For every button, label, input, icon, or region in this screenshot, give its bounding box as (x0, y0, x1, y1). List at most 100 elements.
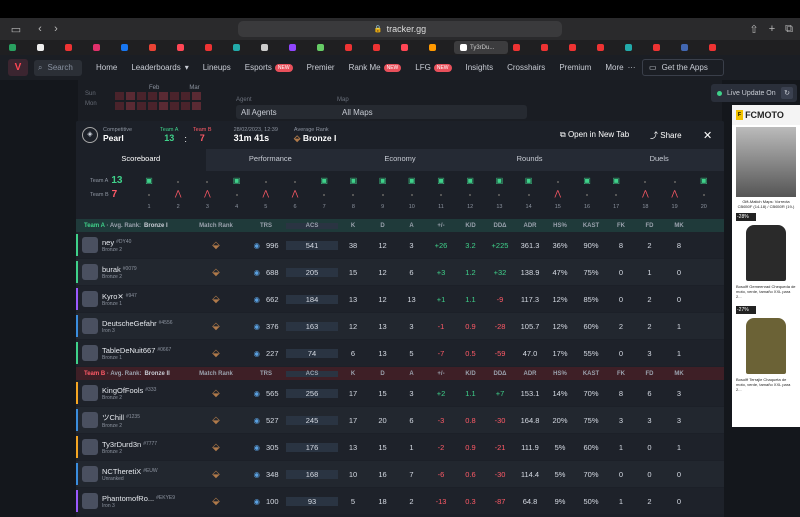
browser-tab[interactable] (34, 41, 60, 54)
player-name[interactable]: NCTheretiX (102, 466, 142, 476)
player-row[interactable]: NCTheretiX #EUW Unranked ⬙ ◉ 348 168 10 16 7 -6 0.6… (76, 461, 724, 488)
player-cell[interactable]: Ty3rDurd3n #7777 Bronze 2 (76, 436, 186, 458)
heatmap-cell[interactable] (115, 92, 124, 100)
heatmap-cell[interactable] (126, 102, 135, 110)
column-header-a[interactable]: A (409, 370, 414, 377)
browser-tab[interactable] (622, 41, 648, 54)
browser-tab[interactable] (6, 41, 32, 54)
column-header-fk[interactable]: FK (617, 222, 625, 229)
browser-tab[interactable] (706, 41, 732, 54)
browser-tab[interactable] (202, 41, 228, 54)
column-header-pm[interactable]: +/- (437, 370, 445, 377)
player-row[interactable]: DeutscheGefahr #4556 Iron 3 ⬙ ◉ 376 163 12 13 3 -1… (76, 313, 724, 340)
heatmap-cell[interactable] (192, 92, 201, 100)
forward-icon[interactable]: › (54, 23, 58, 35)
column-header-k[interactable]: K (350, 370, 356, 377)
open-new-tab-button[interactable]: ⧉ Open in New Tab (560, 130, 629, 140)
column-header-d[interactable]: D (380, 222, 385, 229)
player-row[interactable]: Kyro✕ #947 Bronze 1 ⬙ ◉ 662 184 13 12 13 +1 1.1 -9 11… (76, 286, 724, 313)
column-header-acs[interactable]: ACS (286, 370, 338, 377)
player-cell[interactable]: TableDeNuit667 #0667 Bronze 1 (76, 342, 186, 364)
column-header-d[interactable]: D (380, 370, 385, 377)
sidebar-toggle-icon[interactable]: ▭ (10, 23, 22, 36)
column-header-pm[interactable]: +/- (437, 222, 445, 229)
player-name[interactable]: KingOfFools (102, 385, 144, 395)
browser-tab[interactable] (510, 41, 536, 54)
player-name[interactable]: DeutscheGefahr (102, 318, 157, 328)
column-header-a[interactable]: A (409, 222, 414, 229)
player-cell[interactable]: DeutscheGefahr #4556 Iron 3 (76, 315, 186, 337)
live-update-toggle[interactable]: Live Update On ↻ (711, 84, 797, 102)
search-input[interactable]: ⌕ Search (34, 59, 82, 76)
player-name[interactable]: burak (102, 264, 121, 274)
browser-tab[interactable] (258, 41, 284, 54)
heatmap-cell[interactable] (137, 102, 146, 110)
column-header-mk[interactable]: MK (674, 370, 684, 377)
heatmap-cell[interactable] (170, 102, 179, 110)
browser-tab[interactable]: Ty3rDu... (454, 41, 508, 54)
nav-item-esports[interactable]: Esports NEW (245, 63, 293, 72)
column-header-hs[interactable]: HS% (553, 370, 567, 377)
player-name[interactable]: Ty3rDurd3n (102, 439, 142, 449)
browser-tab[interactable] (90, 41, 116, 54)
column-header-fk[interactable]: FK (617, 370, 625, 377)
player-cell[interactable]: KingOfFools #333 Bronze 2 (76, 382, 186, 404)
tab-rounds[interactable]: Rounds (516, 154, 543, 163)
nav-item-insights[interactable]: Insights (466, 63, 494, 72)
ad-jacket-image-1[interactable] (746, 225, 786, 281)
browser-tab[interactable] (398, 41, 424, 54)
browser-tab[interactable] (146, 41, 172, 54)
player-cell[interactable]: Kyro✕ #947 Bronze 1 (76, 288, 186, 310)
ad-product-image-1[interactable] (736, 127, 796, 197)
browser-tab[interactable] (286, 41, 312, 54)
player-name[interactable]: PhantomofRo... (102, 493, 155, 503)
player-name[interactable]: Kyro✕ (102, 291, 124, 301)
column-header-acs[interactable]: ACS (286, 222, 338, 229)
nav-item-premier[interactable]: Premier (307, 63, 335, 72)
player-cell[interactable]: burak #0079 Bronze 2 (76, 261, 186, 283)
browser-tab[interactable] (174, 41, 200, 54)
tab-performance[interactable]: Performance (248, 154, 292, 163)
tab-scoreboard[interactable]: Scoreboard (76, 149, 206, 171)
player-name[interactable]: ney (102, 237, 115, 247)
column-header-dda[interactable]: DDΔ (493, 222, 507, 229)
player-cell[interactable]: PhantomofRo... #EKYE9 Iron 3 (76, 490, 186, 512)
column-header-adr[interactable]: ADR (523, 222, 537, 229)
heatmap-cell[interactable] (115, 102, 124, 110)
column-header-trs[interactable]: TRS (260, 370, 272, 377)
player-cell[interactable]: ツChill #1235 Bronze 2 (76, 409, 186, 431)
refresh-icon[interactable]: ↻ (781, 87, 793, 99)
column-header-k[interactable]: K (350, 222, 356, 229)
column-header-kd[interactable]: K/D (465, 222, 476, 229)
nav-item-lfg[interactable]: LFG NEW (415, 63, 452, 72)
get-apps-button[interactable]: ▭ Get the Apps (642, 59, 724, 76)
browser-tab[interactable] (594, 41, 620, 54)
nav-item-more[interactable]: More ··· (605, 63, 635, 72)
heatmap-cell[interactable] (159, 92, 168, 100)
nav-item-home[interactable]: Home (96, 63, 117, 72)
nav-item-lineups[interactable]: Lineups (203, 63, 231, 72)
column-header-match-rank[interactable]: Match Rank (199, 370, 233, 377)
heatmap-cell[interactable] (170, 92, 179, 100)
browser-tab[interactable] (566, 41, 592, 54)
column-header-trs[interactable]: TRS (260, 222, 272, 229)
tracker-logo[interactable]: V (8, 59, 28, 76)
browser-tab[interactable] (62, 41, 88, 54)
column-header-fd[interactable]: FD (645, 370, 654, 377)
player-cell[interactable]: ney #DY40 Bronze 2 (76, 234, 186, 256)
heatmap-cell[interactable] (181, 92, 190, 100)
tab-economy[interactable]: Economy (384, 154, 416, 163)
column-header-hs[interactable]: HS% (553, 222, 567, 229)
browser-tab[interactable] (118, 41, 144, 54)
tab-duels[interactable]: Duels (649, 154, 669, 163)
browser-tab[interactable] (370, 41, 396, 54)
tab-overview-icon[interactable]: ⧉ (785, 22, 793, 35)
share-button[interactable]: ⤴ Share (650, 130, 682, 141)
heatmap-cell[interactable] (181, 102, 190, 110)
browser-tab[interactable] (538, 41, 564, 54)
share-icon[interactable]: ⇧ (749, 23, 759, 36)
player-cell[interactable]: NCTheretiX #EUW Unranked (76, 463, 186, 485)
address-bar[interactable]: 🔒 tracker.gg (238, 21, 562, 37)
heatmap-cell[interactable] (192, 102, 201, 110)
player-row[interactable]: TableDeNuit667 #0667 Bronze 1 ⬙ ◉ 227 74 6 13 5 -7… (76, 340, 724, 367)
